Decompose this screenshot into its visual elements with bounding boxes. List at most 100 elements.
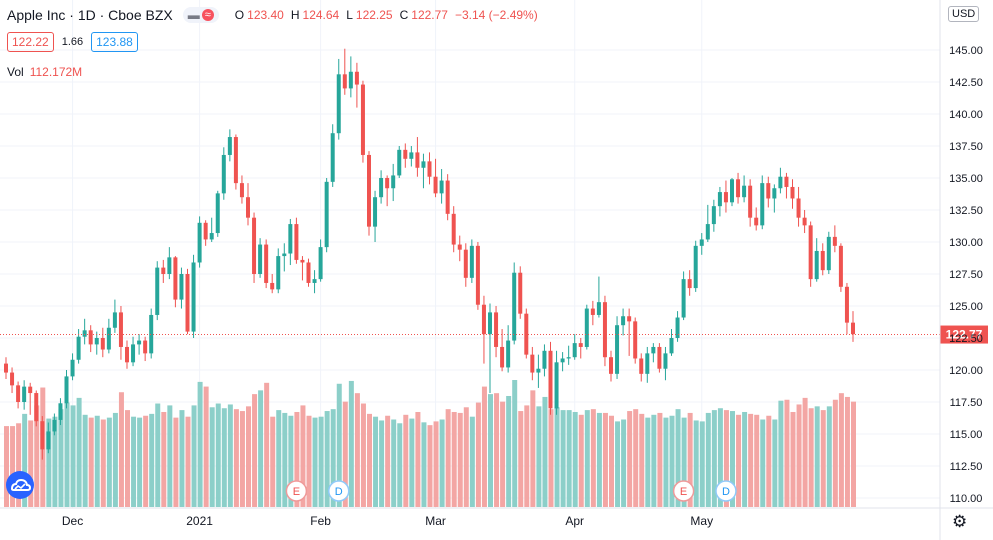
volume-bar (264, 382, 270, 507)
ohlc-values: O 123.40 H 124.64 L 122.25 C 122.77 −3.14 (−… (234, 8, 538, 22)
candle-body (149, 314, 154, 354)
y-tick-label: 115.00 (950, 429, 983, 441)
candle-body (421, 161, 426, 168)
candle-body (639, 358, 644, 374)
volume-bar (457, 412, 463, 507)
candle-body (790, 186, 795, 199)
volume-label[interactable]: Vol (7, 65, 24, 79)
tradingview-logo-icon[interactable] (6, 471, 34, 499)
candle-body (609, 357, 613, 374)
candle-body (584, 308, 589, 347)
ask-price[interactable]: 123.88 (91, 32, 138, 52)
candle-body (506, 340, 511, 368)
last-price-tag (940, 325, 988, 344)
candle-body (233, 137, 238, 184)
candle-body (463, 249, 468, 278)
candle-body (312, 279, 317, 283)
candle-body (814, 250, 819, 280)
earnings-marker[interactable]: E (285, 480, 308, 502)
candle-body (457, 244, 462, 250)
volume-bar (179, 410, 185, 507)
volume-bar (403, 414, 409, 507)
candle-body (385, 178, 390, 189)
volume-bar (324, 411, 330, 507)
minus-icon[interactable]: ▬ (187, 8, 200, 22)
volume-bar (790, 411, 796, 507)
volume-bar (88, 417, 94, 507)
volume-bar (143, 415, 149, 507)
dividend-marker[interactable]: D (328, 480, 350, 502)
candle-body (723, 192, 728, 203)
candle-body (118, 312, 123, 347)
earnings-marker[interactable]: E (672, 480, 695, 502)
series-visibility-toggle[interactable]: ▬ ≈ (182, 7, 219, 23)
candle-body (766, 183, 771, 199)
volume-bar (512, 380, 518, 507)
candle-body (403, 149, 408, 159)
volume-bar (239, 411, 245, 507)
volume-bar (330, 409, 336, 507)
candle-body (415, 152, 420, 168)
candle-body (808, 225, 813, 280)
y-tick-label: 110.00 (950, 493, 983, 505)
candle-body (772, 188, 777, 199)
x-tick-label: Dec (62, 514, 83, 528)
volume-bar (621, 419, 627, 507)
volume-bar (125, 410, 130, 507)
volume-bar (572, 411, 578, 507)
volume-bar (197, 381, 203, 507)
marker-label: E (680, 486, 687, 498)
candle-body (252, 217, 257, 274)
candle-body (439, 180, 444, 194)
gear-icon[interactable]: ⚙ (952, 512, 968, 531)
volume-bar (282, 412, 288, 507)
volume-bar (306, 415, 312, 507)
dividend-marker[interactable]: D (715, 480, 737, 502)
volume-bar (796, 404, 802, 507)
candle-body (602, 302, 607, 358)
candle-body (500, 346, 505, 368)
candle-body (348, 71, 353, 89)
candle-body (191, 262, 196, 332)
volume-bar (100, 419, 106, 507)
marker-circle (328, 480, 350, 502)
wave-icon[interactable]: ≈ (201, 9, 214, 21)
volume-bar (711, 410, 717, 507)
volume-bar (717, 408, 723, 507)
volume-bar (427, 425, 433, 507)
candle-body (754, 217, 759, 226)
symbol-title[interactable]: Apple Inc · 1D · Cboe BZX (7, 7, 173, 23)
currency-button[interactable]: USD (948, 6, 980, 22)
y-tick-label: 125.00 (949, 301, 983, 313)
volume-bar (342, 401, 348, 507)
x-tick-label: May (690, 514, 713, 528)
volume-bar (808, 408, 814, 507)
volume-bar (602, 412, 608, 507)
volume-bar (137, 417, 143, 507)
volume-bar (560, 410, 566, 507)
candle-body (215, 193, 220, 234)
volume-bar (246, 406, 251, 507)
x-tick-label: Feb (310, 514, 331, 528)
candle-body (742, 185, 747, 198)
volume-bar (385, 415, 391, 507)
bid-price[interactable]: 122.22 (7, 32, 54, 52)
candle-body (433, 176, 438, 194)
volume-bar (373, 416, 379, 507)
candle-body (270, 282, 275, 290)
last-price-line: 122.77 (0, 325, 988, 344)
candle-body (34, 393, 39, 422)
volume-bar (46, 418, 52, 507)
candle-body (536, 368, 541, 373)
y-tick-label: 142.50 (949, 77, 983, 89)
candle-body (173, 257, 178, 300)
volume-bar (578, 414, 584, 507)
candle-body (197, 222, 202, 263)
candle-body (851, 322, 855, 335)
volume-bar (227, 404, 233, 507)
volume-bar (760, 419, 766, 507)
volume-bar (463, 407, 469, 507)
